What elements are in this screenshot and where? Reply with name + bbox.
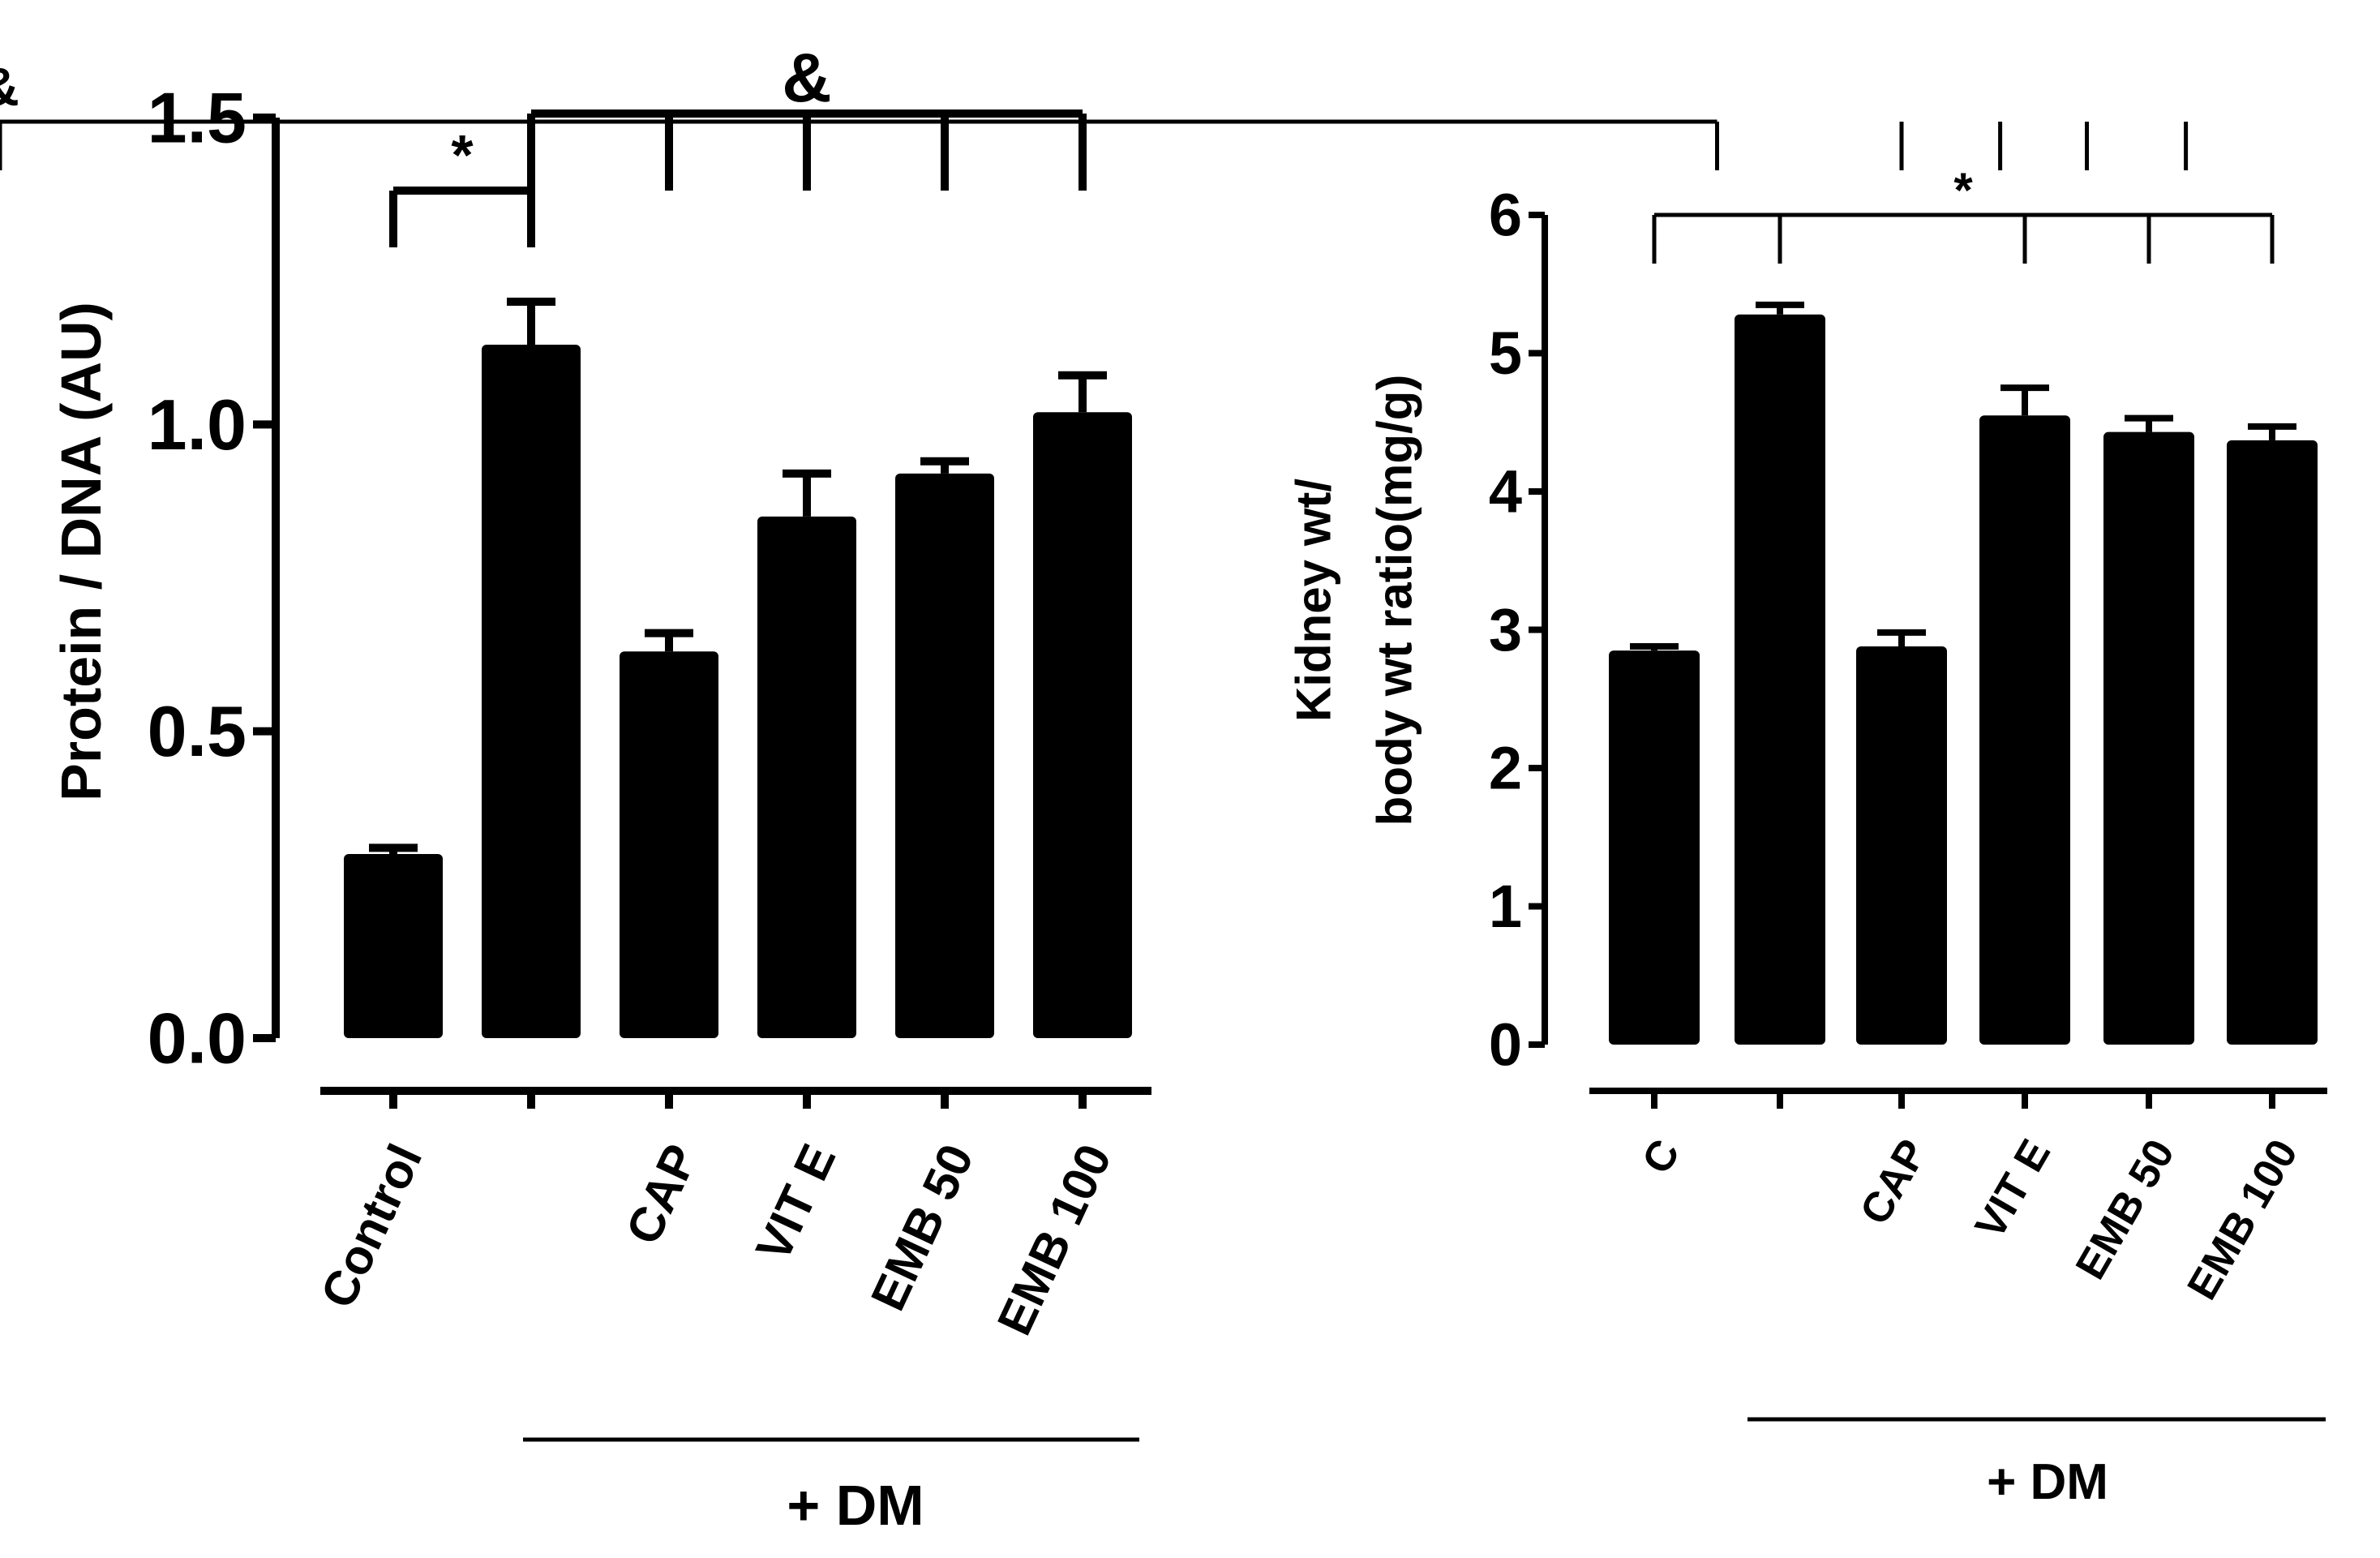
bar xyxy=(620,651,718,1038)
y-axis-label-line: body wt ratio(mg/g) xyxy=(1368,375,1422,826)
y-tick-label: 0 xyxy=(1489,1011,1522,1079)
y-tick-label: 4 xyxy=(1489,458,1522,526)
y-tick-label: 1 xyxy=(1489,873,1522,940)
significance-symbol: * xyxy=(1953,163,1973,217)
x-tick-label: EMB 100 xyxy=(2179,1132,2308,1308)
chart-protein-dna: 0.0 0.5 1.0 1.5 Protein / DNA (AU) Control CAP… xyxy=(49,40,1151,1537)
bar xyxy=(757,516,856,1038)
y-tick-label: 2 xyxy=(1489,735,1522,802)
y-tick-label: 5 xyxy=(1489,320,1522,387)
bar xyxy=(482,344,581,1038)
group-label: + DM xyxy=(787,1474,924,1537)
bar xyxy=(1609,650,1700,1045)
x-tick-label: EMB 50 xyxy=(860,1136,984,1319)
significance-symbol: * xyxy=(451,123,474,187)
y-axis-label: Protein / DNA (AU) xyxy=(49,302,113,801)
x-tick-label: EMB 50 xyxy=(2067,1132,2184,1288)
bar xyxy=(1033,412,1132,1038)
y-tick-label: 6 xyxy=(1489,182,1522,249)
bar xyxy=(895,473,994,1038)
y-tick-label: 1.0 xyxy=(148,384,247,465)
y-tick-label: 0.0 xyxy=(148,998,247,1079)
significance-symbol: & xyxy=(782,40,831,117)
bar xyxy=(1979,415,2070,1045)
x-tick-label: VIT E xyxy=(745,1136,846,1269)
y-tick-label: 0.5 xyxy=(148,691,247,771)
x-tick-label: EMB 100 xyxy=(987,1136,1121,1343)
x-tick-label: CAP xyxy=(615,1136,708,1252)
bar xyxy=(2103,431,2194,1045)
significance-symbol: & xyxy=(0,57,19,117)
bar xyxy=(2227,440,2318,1045)
x-tick-label: VIT E xyxy=(1966,1132,2060,1247)
x-tick-label: CAP xyxy=(1851,1132,1936,1233)
y-tick-label: 1.5 xyxy=(148,78,247,158)
chart-kidney-weight: 0 1 2 3 4 5 6 Kidney wt/body wt ratio(mg/g) C CAP… xyxy=(0,57,2327,1510)
bar xyxy=(1856,646,1947,1045)
bar xyxy=(1735,314,1825,1045)
bar xyxy=(344,854,443,1038)
y-axis-label-line: Kidney wt/ xyxy=(1287,479,1341,722)
x-tick-label: C xyxy=(1633,1132,1689,1182)
x-tick-label: Control xyxy=(311,1136,433,1316)
y-tick-label: 3 xyxy=(1489,596,1522,663)
group-label: + DM xyxy=(1987,1454,2108,1510)
